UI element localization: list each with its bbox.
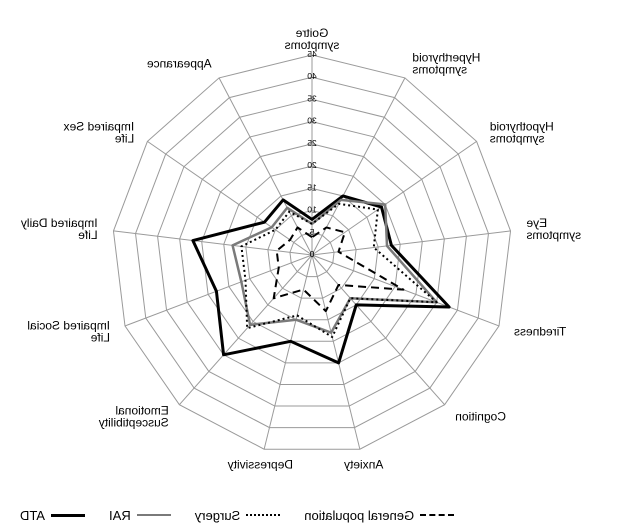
axis-label: Hypothyroidsymptoms: [490, 119, 554, 145]
legend-swatch: [246, 514, 280, 516]
axis-label: Anxiety: [344, 458, 383, 472]
svg-text:Depressivity: Depressivity: [228, 458, 293, 472]
axis-label: Impaired DailyLife: [21, 216, 98, 242]
legend-swatch: [51, 514, 85, 517]
legend-item-general-population: General population: [304, 508, 454, 523]
svg-text:Susceptibility: Susceptibility: [99, 416, 169, 430]
tick-label: 0: [309, 249, 314, 259]
legend-label: RAI: [109, 508, 131, 523]
legend-swatch: [137, 514, 171, 516]
svg-text:Life: Life: [78, 228, 98, 242]
tick-label: 40: [307, 71, 317, 81]
axis-label: Cognition: [455, 410, 506, 424]
tick-label: 10: [307, 205, 317, 215]
axis-label: Appearance: [147, 57, 212, 71]
svg-text:Appearance: Appearance: [147, 57, 212, 71]
tick-label: 15: [307, 182, 317, 192]
axis-label: Tiredness: [514, 325, 566, 339]
radar-chart-svg: 051015202530354045GoitresymptomsAppearan…: [0, 0, 624, 501]
svg-text:symptoms: symptoms: [412, 63, 467, 77]
axis-label: EmotionalSusceptibility: [99, 404, 169, 430]
axis-label: Hyperthyroidsymptoms: [412, 51, 480, 77]
axis-label: Eyesymptoms: [526, 216, 581, 242]
legend-label: Surgery: [195, 508, 241, 523]
axis-label: Goitresymptoms: [285, 26, 340, 52]
tick-label: 25: [307, 138, 317, 148]
svg-text:Cognition: Cognition: [455, 410, 506, 424]
tick-label: 30: [307, 116, 317, 126]
legend-item-surgery: Surgery: [195, 508, 281, 523]
series-rai: [233, 200, 437, 333]
legend-item-atd: ATD: [20, 508, 85, 523]
legend-swatch: [420, 514, 454, 516]
legend: ATD RAI Surgery General population: [0, 501, 624, 529]
axis-label: Impaired SocialLife: [27, 319, 110, 345]
tick-label: 20: [307, 160, 317, 170]
svg-text:symptoms: symptoms: [285, 38, 340, 52]
radar-chart-container: 051015202530354045GoitresymptomsAppearan…: [0, 0, 624, 529]
svg-text:Life: Life: [90, 331, 110, 345]
axis-label: Impaired SexLife: [64, 119, 135, 145]
legend-label: General population: [304, 508, 414, 523]
tick-label: 35: [307, 93, 317, 103]
legend-item-rai: RAI: [109, 508, 171, 523]
series-general-population: [274, 227, 404, 311]
svg-text:symptoms: symptoms: [526, 228, 581, 242]
axis-label: Depressivity: [228, 458, 293, 472]
svg-text:Life: Life: [115, 131, 135, 145]
svg-text:Anxiety: Anxiety: [344, 458, 383, 472]
legend-label: ATD: [20, 508, 45, 523]
svg-text:Tiredness: Tiredness: [514, 325, 566, 339]
svg-text:symptoms: symptoms: [490, 131, 545, 145]
